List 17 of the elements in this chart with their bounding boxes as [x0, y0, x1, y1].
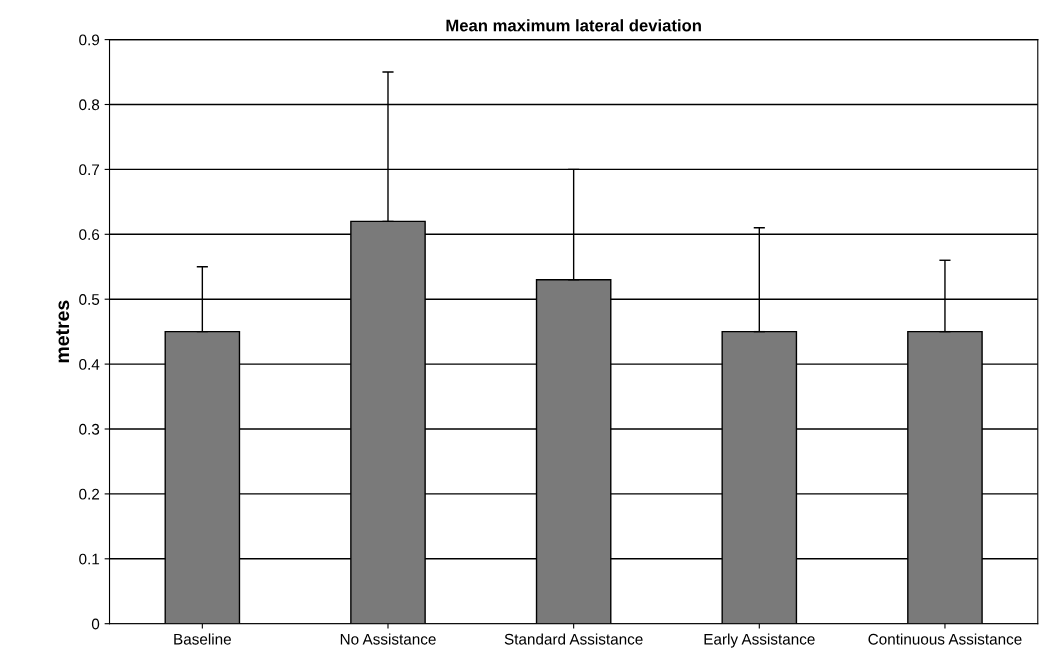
x-tick-label: Continuous Assistance — [868, 633, 1022, 645]
y-tick-label: 0.1 — [79, 553, 100, 565]
y-tick-label: 0.3 — [79, 423, 100, 435]
x-tick-label: Early Assistance — [704, 633, 815, 648]
chart-title: Mean maximum lateral deviation — [446, 19, 701, 32]
y-tick-label: 0.2 — [79, 488, 100, 500]
y-tick-label: 0 — [91, 618, 100, 630]
y-tick-label: 0.4 — [79, 358, 100, 370]
y-tick-label: 0.5 — [79, 294, 100, 305]
y-tick-label: 0.7 — [79, 164, 100, 176]
y-tick-label: 0.9 — [79, 34, 100, 46]
x-tick-label: No Assistance — [340, 633, 436, 645]
x-tick-label: Standard Assistance — [504, 633, 643, 645]
y-axis-title: metres — [56, 300, 70, 363]
x-tick-label: Baseline — [174, 633, 231, 645]
y-tick-label: 0.6 — [79, 229, 100, 240]
y-tick-label: 0.8 — [79, 99, 100, 111]
